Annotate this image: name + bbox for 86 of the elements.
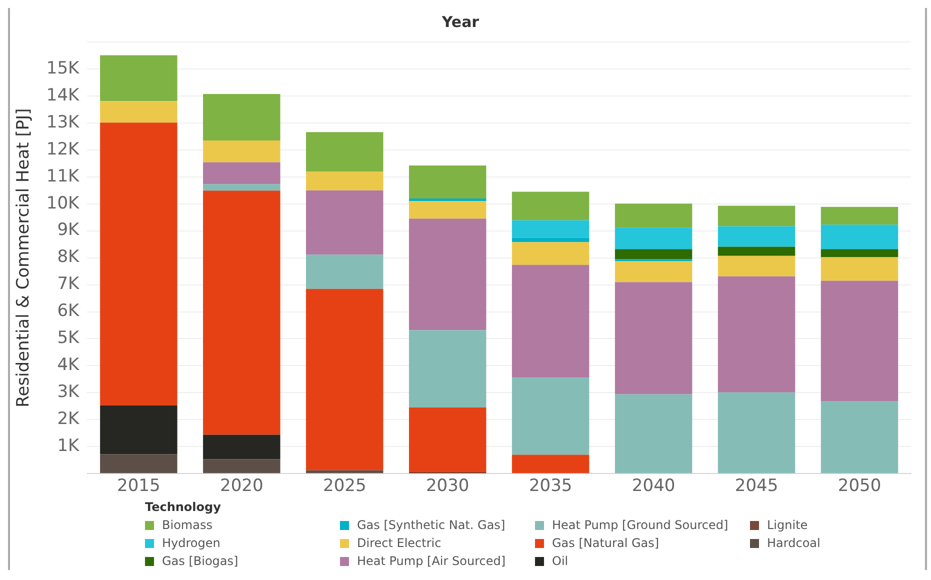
legend-label: Direct Electric — [357, 536, 442, 550]
bar — [408, 201, 486, 219]
bar — [820, 224, 898, 250]
legend-label: Oil — [552, 554, 568, 568]
y-tick-label: 14K — [46, 85, 80, 106]
bar — [100, 122, 178, 406]
bar — [203, 184, 280, 191]
bar — [820, 249, 898, 258]
legend-label: Hardcoal — [767, 536, 820, 550]
legend-label: Gas [Biogas] — [162, 554, 238, 568]
legend-label: Lignite — [767, 518, 808, 532]
bar — [718, 226, 796, 247]
bar — [512, 264, 590, 378]
bar — [614, 249, 692, 260]
legend-label: Gas [Natural Gas] — [552, 536, 660, 550]
bar — [203, 434, 280, 460]
y-tick-label: 15K — [46, 58, 80, 78]
y-tick-label: 6K — [57, 301, 80, 322]
y-tick-label: 7K — [57, 274, 80, 294]
bar — [306, 132, 384, 172]
bar — [203, 140, 280, 162]
legend-label: Heat Pump [Ground Sourced] — [552, 518, 728, 532]
bar — [718, 276, 796, 392]
bar — [408, 408, 486, 473]
x-tick-label: 2040 — [632, 476, 676, 496]
bar — [718, 392, 796, 474]
bar — [820, 206, 898, 225]
x-tick-label: 2035 — [528, 476, 572, 496]
bar — [614, 394, 692, 474]
y-tick-label: 5K — [57, 328, 80, 348]
y-tick-label: 1K — [57, 436, 80, 456]
y-axis-title: Residential & Commercial Heat [PJ] — [14, 108, 34, 408]
bar — [512, 220, 590, 238]
y-tick-label: 2K — [57, 409, 80, 430]
bar — [512, 242, 590, 265]
bar — [306, 470, 384, 474]
x-tick-label: 2045 — [734, 476, 778, 496]
x-tick-label: 2015 — [117, 476, 160, 496]
legend-label: Heat Pump [Air Sourced] — [357, 554, 506, 568]
bar — [512, 238, 590, 242]
bar — [408, 198, 486, 202]
y-tick-label: 13K — [46, 112, 80, 132]
bar — [306, 172, 384, 190]
legend-label: Gas [Synthetic Nat. Gas] — [357, 518, 506, 532]
x-tick-label: 2050 — [838, 476, 882, 496]
y-tick-label: 8K — [57, 247, 80, 268]
bar — [306, 190, 384, 255]
bar — [820, 257, 898, 281]
bar — [820, 401, 898, 474]
y-tick-label: 11K — [46, 166, 80, 186]
bar — [614, 261, 692, 282]
bar — [512, 378, 590, 455]
bar — [306, 288, 384, 470]
bar — [408, 166, 486, 198]
bar — [203, 459, 280, 474]
y-tick-label: 10K — [46, 193, 80, 214]
bar — [820, 280, 898, 402]
legend-title: Technology — [145, 500, 222, 514]
x-tick-label: 2020 — [220, 476, 264, 496]
chart-title: Year — [440, 12, 480, 31]
bar — [100, 101, 178, 123]
y-tick-label: 3K — [57, 382, 80, 402]
bar — [614, 204, 692, 228]
bar — [203, 190, 280, 435]
legend-label: Hydrogen — [162, 536, 220, 550]
bar — [408, 218, 486, 330]
bar — [100, 55, 178, 102]
bar — [408, 330, 486, 408]
y-tick-label: 12K — [46, 139, 80, 160]
bar — [512, 192, 590, 220]
bar — [203, 94, 280, 140]
bar — [614, 228, 692, 250]
bar — [718, 206, 796, 226]
x-tick-label: 2030 — [426, 476, 470, 496]
bar — [203, 162, 280, 184]
x-tick-label: 2025 — [322, 476, 366, 496]
bar — [614, 282, 692, 394]
y-tick-label: 4K — [57, 355, 80, 376]
bar — [512, 454, 590, 474]
y-tick-label: 9K — [57, 220, 80, 240]
bar — [100, 405, 178, 454]
bar — [718, 256, 796, 276]
bar — [306, 254, 384, 289]
legend-label: Biomass — [162, 518, 212, 532]
bar — [718, 246, 796, 256]
bar — [100, 454, 178, 474]
